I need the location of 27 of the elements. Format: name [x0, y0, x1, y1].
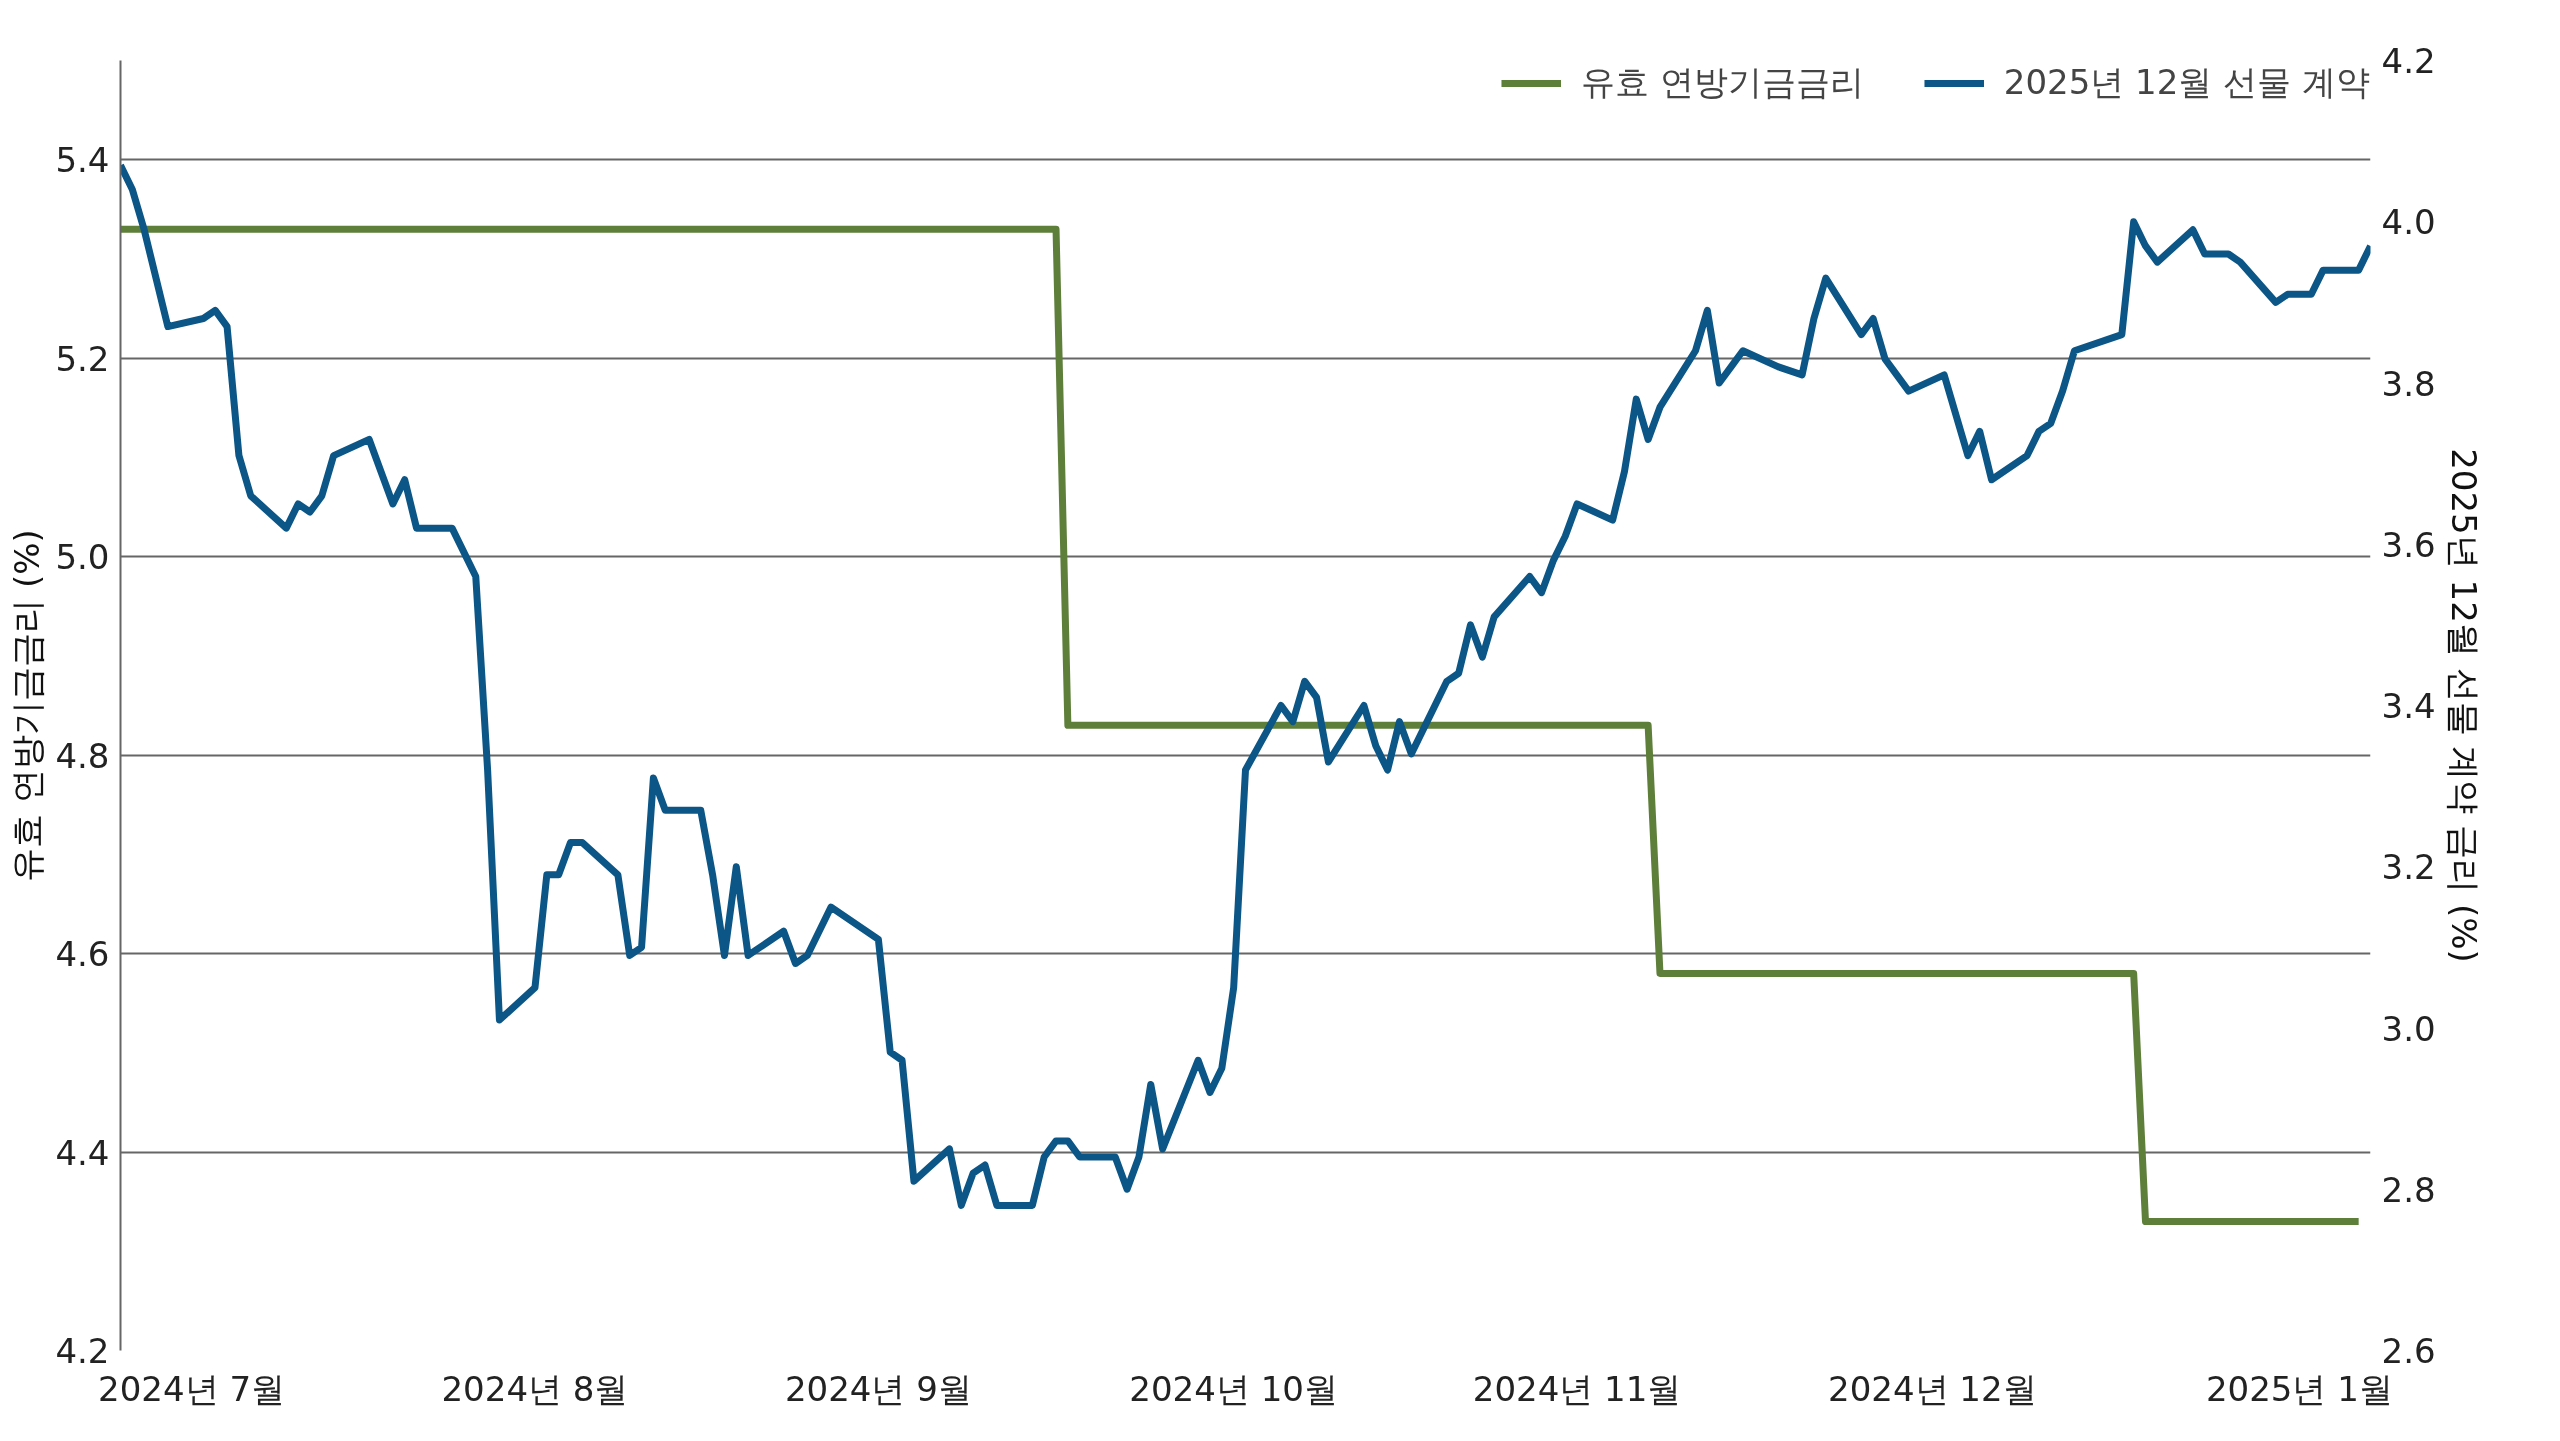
legend-label: 2025년 12월 선물 계약 [2003, 61, 2370, 104]
y-tick-label: 4.2 [55, 1331, 110, 1371]
y2-tick-label: 3.2 [2381, 847, 2436, 888]
y-axis-title: 유효 연방기금금리 (%) [7, 529, 48, 882]
x-tick-label: 2025년 1월 [2205, 1368, 2393, 1409]
x-tick-label: 2024년 8월 [441, 1368, 629, 1409]
y-tick-label: 5.4 [55, 140, 110, 181]
x-tick-label: 2024년 11월 [1472, 1368, 1682, 1409]
y-tick-label: 5.2 [55, 338, 110, 379]
y2-tick-label: 3.8 [2381, 363, 2436, 404]
y2-axis-title: 2025년 12월 선물 계약 금리 (%) [2443, 448, 2484, 963]
y2-tick-label: 3.6 [2381, 524, 2436, 565]
y2-tick-label: 2.8 [2381, 1169, 2436, 1210]
x-tick-label: 2024년 9월 [784, 1368, 972, 1409]
y-tick-label: 4.4 [55, 1132, 110, 1173]
y-tick-label: 4.6 [55, 934, 110, 975]
y2-tick-label: 4.0 [2381, 202, 2436, 243]
x-tick-label: 2024년 10월 [1129, 1368, 1338, 1409]
x-tick-label: 2024년 12월 [1828, 1368, 2037, 1409]
y-tick-label: 4.8 [55, 735, 110, 776]
legend-label: 유효 연방기금금리 [1580, 61, 1864, 104]
y-tick-label: 5.0 [55, 537, 110, 578]
y2-tick-label: 3.4 [2381, 686, 2436, 726]
y2-tick-label: 4.2 [2381, 41, 2436, 81]
y2-tick-label: 3.0 [2381, 1008, 2436, 1049]
x-tick-label: 2024년 7월 [98, 1368, 286, 1409]
y2-tick-label: 2.6 [2381, 1331, 2436, 1371]
